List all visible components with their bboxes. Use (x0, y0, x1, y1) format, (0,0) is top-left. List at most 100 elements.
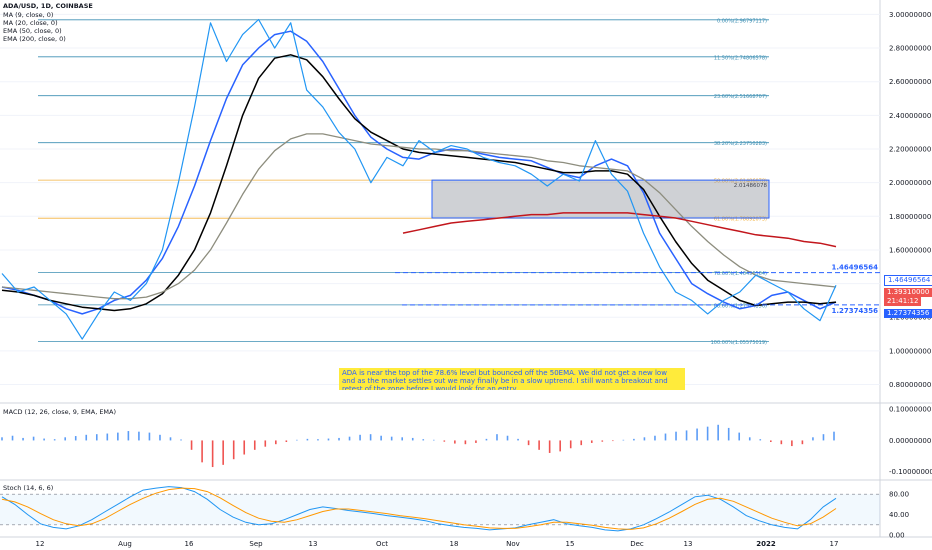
macd-bar (11, 435, 14, 441)
y-tick-label: 0.80000000 (889, 381, 931, 389)
fib-level-label: 100.00%(1.05575019) (711, 340, 767, 346)
stoch-line (1, 486, 837, 532)
fib-level-label: 38.20%(2.23750283) (714, 141, 767, 147)
legend-ema200[interactable]: EMA (200, close, 0) (3, 35, 66, 43)
macd-bar (85, 434, 88, 441)
macd-bar (106, 433, 109, 441)
macd-bar (222, 440, 224, 465)
macd-bar (654, 435, 656, 441)
macd-bar (159, 434, 161, 441)
price-box-upper-level: 1.46496564 (884, 275, 932, 286)
y-tick-label: 2.60000000 (889, 78, 931, 86)
macd-bar (53, 439, 56, 441)
macd-bar (22, 437, 24, 441)
stoch-y-tick: 80.00 (889, 491, 909, 499)
macd-bar (685, 430, 688, 441)
price-grid (0, 0, 932, 538)
macd-bar (717, 424, 719, 441)
fib-level-label: 0.00%(2.96797117) (717, 18, 767, 24)
macd-bar (664, 433, 667, 441)
macd-bar (232, 440, 235, 460)
macd-bar (443, 440, 446, 442)
supply-zone[interactable]: 2.01486078 (431, 179, 770, 219)
time-axis[interactable]: 12 Aug 16 Sep 13 Oct 18 Nov 15 Dec 13 2022 17 (36, 540, 839, 548)
stoch-y-tick: 40.00 (889, 511, 909, 519)
series-line (1, 54, 837, 312)
x-tick-label: 16 (185, 540, 194, 548)
macd-bar (95, 434, 98, 441)
macd-bar (801, 440, 804, 445)
macd-bar (190, 440, 193, 450)
macd-bar (43, 438, 45, 441)
macd-bar (422, 439, 425, 441)
legend-ema50[interactable]: EMA (50, close, 0) (3, 27, 62, 35)
macd-bar (380, 435, 382, 441)
annotation-note[interactable]: ADA is near the top of the 78.6% level b… (339, 368, 685, 390)
macd-bar (727, 427, 730, 441)
macd-bar (74, 436, 77, 441)
macd-bar (359, 434, 361, 441)
macd-bar (432, 439, 435, 441)
macd-bar (296, 439, 298, 441)
macd-bar (833, 431, 835, 441)
macd-bar (538, 440, 540, 450)
macd-bar (812, 437, 814, 441)
stoch-y-tick: 0.00 (889, 532, 905, 540)
macd-bar (475, 440, 477, 443)
macd-legend[interactable]: MACD (12, 26, close, 9, EMA, EMA) (3, 408, 117, 416)
macd-bar (506, 435, 509, 441)
macd-y-tick: 0.00000000 (889, 437, 931, 445)
macd-bar (211, 440, 214, 468)
zone-price-label: 2.01486078 (734, 183, 768, 189)
y-tick-label: 2.40000000 (889, 112, 931, 120)
x-tick-label: 15 (566, 540, 575, 548)
fib-level-label: 61.80%(1.78892073) (714, 217, 767, 223)
horizontal-levels[interactable]: 1.46496564 1.27374356 (395, 264, 880, 315)
macd-bar (601, 440, 604, 442)
zone-rect (431, 179, 770, 219)
macd-bar (696, 428, 698, 441)
macd-bar (770, 440, 772, 442)
macd-bar (401, 437, 404, 441)
legend-ma20[interactable]: MA (20, close, 0) (3, 19, 58, 27)
macd-bar (180, 439, 182, 441)
price-series-group (1, 18, 837, 340)
macd-bar (622, 439, 625, 441)
macd-bar (411, 437, 414, 441)
x-tick-label: 12 (36, 540, 45, 548)
x-tick-label: Nov (506, 540, 520, 548)
price-axis[interactable]: 3.00000000 2.80000000 2.60000000 2.40000000… (889, 11, 932, 540)
fib-level-label: 50.00%(2.01486078) (714, 179, 767, 185)
macd-bar (548, 440, 551, 453)
y-tick-label: 3.00000000 (889, 11, 931, 19)
macd-bar (496, 434, 498, 441)
upper-level-label: 1.46496564 (832, 264, 879, 272)
macd-bar (117, 432, 119, 441)
macd-bar (253, 440, 256, 450)
macd-bar (243, 440, 246, 455)
lower-level-label: 1.27374356 (832, 307, 879, 315)
y-tick-label: 2.80000000 (889, 45, 931, 53)
chart-title: ADA/USD, 1D, COINBASE (3, 2, 93, 10)
macd-bar (306, 438, 309, 441)
macd-bar (464, 440, 467, 445)
x-tick-label: 17 (830, 540, 839, 548)
x-tick-label: 2022 (756, 540, 776, 548)
macd-bar (201, 440, 203, 463)
legend-ma9[interactable]: MA (9, close, 0) (3, 11, 54, 19)
series-line (1, 18, 837, 340)
y-tick-label: 2.20000000 (889, 146, 931, 154)
macd-bar (675, 431, 677, 441)
macd-y-tick: -0.10000000 (889, 468, 932, 476)
series-line (1, 133, 837, 300)
x-tick-label: Sep (249, 540, 263, 548)
y-tick-label: 1.60000000 (889, 246, 931, 254)
macd-bar (748, 437, 751, 441)
stoch-legend[interactable]: Stoch (14, 6, 6) (3, 484, 54, 492)
macd-bar (633, 438, 635, 441)
macd-bar (590, 440, 593, 443)
macd-bar (169, 437, 172, 441)
macd-bar (612, 440, 614, 442)
x-tick-label: 13 (684, 540, 693, 548)
